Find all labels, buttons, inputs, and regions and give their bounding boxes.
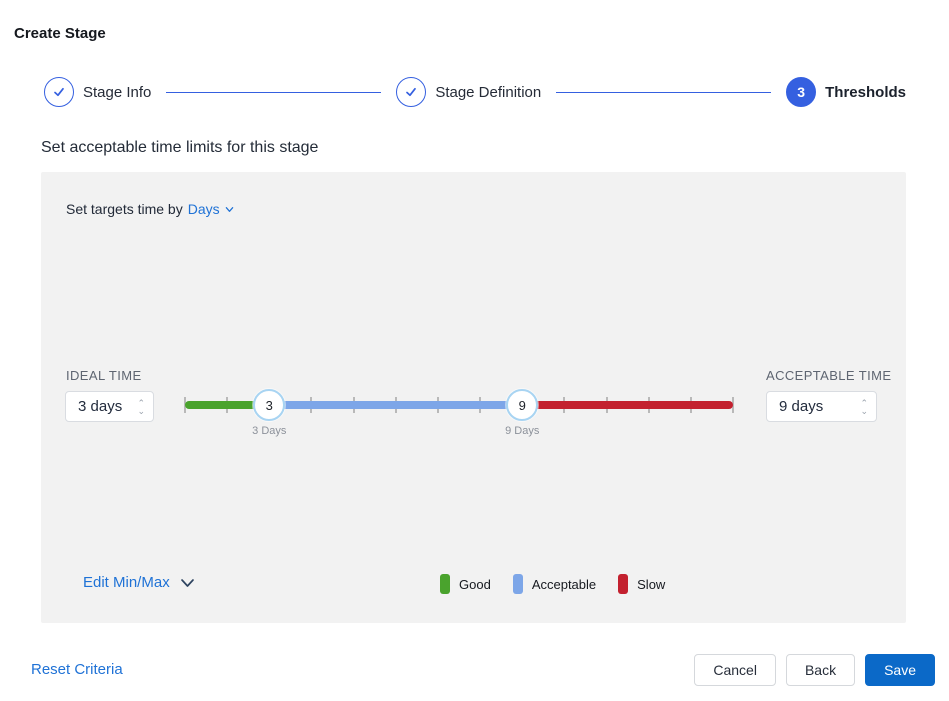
acceptable-time-input-wrap: ⌃ ⌄ [766,391,877,422]
spin-up-icon[interactable]: ⌃ [137,397,145,408]
step-complete-circle [396,77,427,107]
ideal-time-input-wrap: ⌃ ⌄ [65,391,154,422]
slider-tick [732,397,734,413]
chevron-down-icon [180,578,194,587]
step-complete-circle [44,77,74,107]
edit-minmax-label: Edit Min/Max [83,574,170,591]
step-label: Stage Info [83,83,152,101]
acceptable-swatch [512,574,523,594]
ideal-handle-label: 3 Days [252,425,287,437]
check-icon [54,87,64,97]
target-time-row: Set targets time by Days [66,201,234,217]
footer-buttons: Cancel Back Save [694,654,935,686]
acceptable-time-spinners: ⌃ ⌄ [860,397,876,416]
acceptable-handle-label: 9 Days [505,425,540,437]
acceptable-segment [269,401,523,409]
acceptable-time-label: ACCEPTABLE TIME [766,368,892,383]
section-heading: Set acceptable time limits for this stag… [41,139,319,156]
step-stage-definition[interactable]: Stage Definition [396,77,541,107]
step-thresholds[interactable]: 3 Thresholds [786,77,906,107]
reset-criteria-link[interactable]: Reset Criteria [31,661,123,678]
legend: Good Acceptable Slow [440,574,665,594]
handle-value: 3 [265,397,273,413]
step-label: Stage Definition [435,83,542,101]
slow-segment [522,401,733,409]
step-current-circle: 3 [786,77,817,107]
good-segment [185,401,270,409]
stepper: Stage Info Stage Definition 3 Thresholds [44,77,906,107]
save-button[interactable]: Save [865,654,935,686]
page-title: Create Stage [14,25,106,42]
legend-item-good: Good [440,574,491,594]
stepper-connector [166,91,382,93]
spin-down-icon[interactable]: ⌄ [137,405,145,416]
target-time-label: Set targets time by [66,201,183,217]
back-button[interactable]: Back [785,654,856,686]
step-label: Thresholds [825,83,906,101]
slider-track[interactable] [185,401,733,409]
ideal-slider-handle[interactable]: 3 [253,389,286,421]
step-number: 3 [797,84,806,100]
ideal-time-input[interactable] [66,398,138,415]
ideal-time-spinners: ⌃ ⌄ [137,397,153,416]
target-time-unit-value: Days [187,201,220,217]
legend-label: Good [459,576,491,592]
spin-up-icon[interactable]: ⌃ [860,397,868,408]
legend-label: Slow [637,576,666,592]
legend-label: Acceptable [531,576,597,592]
ideal-time-label: IDEAL TIME [66,368,142,383]
stepper-connector [556,91,772,93]
legend-item-acceptable: Acceptable [512,574,597,594]
slow-swatch [618,574,629,594]
good-swatch [440,574,450,594]
acceptable-slider-handle[interactable]: 9 [506,389,539,421]
threshold-slider[interactable]: 3 9 3 Days 9 Days [184,381,734,441]
target-time-unit-dropdown[interactable]: Days [188,201,234,217]
step-stage-info[interactable]: Stage Info [44,77,151,107]
acceptable-time-input[interactable] [767,398,861,415]
chevron-down-icon [225,206,233,212]
handle-value: 9 [518,397,526,413]
check-icon [406,87,417,97]
cancel-button[interactable]: Cancel [694,654,776,686]
spin-down-icon[interactable]: ⌄ [860,405,868,416]
legend-item-slow: Slow [618,574,665,594]
thresholds-panel: Set targets time by Days IDEAL TIME ⌃ ⌄ … [41,172,906,623]
edit-minmax-link[interactable]: Edit Min/Max [83,574,195,591]
